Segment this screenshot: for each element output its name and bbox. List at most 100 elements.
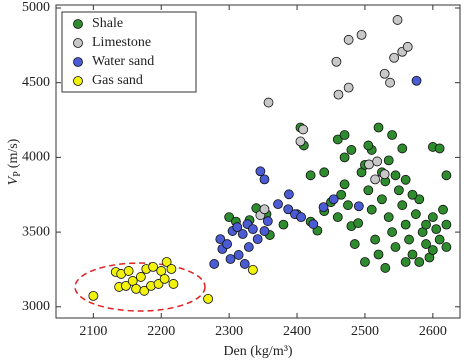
point xyxy=(407,189,418,200)
point xyxy=(385,77,395,88)
point xyxy=(332,134,343,145)
point xyxy=(397,143,408,154)
legend-marker xyxy=(73,57,83,67)
point xyxy=(248,264,258,275)
point xyxy=(379,169,390,180)
point xyxy=(259,174,270,185)
point xyxy=(427,245,438,255)
point xyxy=(343,34,354,45)
point xyxy=(349,239,360,249)
y-tick-label: 5000 xyxy=(22,0,50,15)
point xyxy=(379,68,390,79)
point xyxy=(339,130,350,140)
point xyxy=(353,218,364,229)
point xyxy=(343,200,353,211)
point xyxy=(441,219,452,230)
point xyxy=(298,124,309,135)
point xyxy=(383,155,394,166)
point xyxy=(414,257,425,267)
point xyxy=(224,212,235,223)
point xyxy=(123,266,134,276)
x-tick-label: 2600 xyxy=(419,324,447,339)
x-tick-label: 2400 xyxy=(283,324,311,339)
point xyxy=(410,209,421,220)
x-axis-label: Den (kg/m³) xyxy=(223,344,292,359)
point xyxy=(209,259,220,269)
y-axis-label: VP (m/s) xyxy=(6,138,23,185)
legend-marker xyxy=(73,19,83,29)
point xyxy=(387,227,398,237)
point xyxy=(421,239,431,249)
point xyxy=(373,122,384,133)
point xyxy=(203,293,213,304)
point xyxy=(255,166,266,177)
point xyxy=(427,212,438,223)
point xyxy=(237,229,248,239)
point xyxy=(331,56,342,67)
point xyxy=(263,97,274,108)
point xyxy=(346,145,357,155)
point xyxy=(370,174,381,185)
point xyxy=(380,263,391,273)
point xyxy=(363,140,374,151)
x-tick-label: 2100 xyxy=(79,324,107,339)
point xyxy=(339,179,350,190)
point xyxy=(434,234,445,245)
legend-marker xyxy=(73,38,83,48)
point xyxy=(360,257,370,267)
point xyxy=(390,242,401,252)
point xyxy=(308,219,319,230)
x-tick-label: 2500 xyxy=(351,324,379,339)
point xyxy=(239,259,250,269)
point xyxy=(332,212,343,223)
point xyxy=(397,200,408,211)
point xyxy=(259,226,270,236)
point xyxy=(283,189,294,200)
point xyxy=(121,280,131,291)
point xyxy=(283,204,294,215)
point xyxy=(333,89,344,100)
point xyxy=(400,219,411,230)
point xyxy=(131,283,142,294)
point xyxy=(343,82,354,93)
point xyxy=(273,199,283,210)
point xyxy=(441,242,452,252)
point xyxy=(295,136,306,147)
point xyxy=(353,201,364,212)
x-tick-label: 2200 xyxy=(147,324,175,339)
point xyxy=(372,156,383,167)
point xyxy=(319,167,330,178)
point xyxy=(161,257,172,267)
point xyxy=(166,264,177,274)
point xyxy=(356,29,367,40)
point xyxy=(336,189,347,200)
y-tick-label: 4000 xyxy=(22,150,50,165)
legend-label: Shale xyxy=(92,16,123,31)
point xyxy=(407,249,418,260)
point xyxy=(441,170,452,181)
point xyxy=(400,174,411,185)
point xyxy=(296,212,307,223)
point xyxy=(243,242,254,252)
point xyxy=(363,185,374,196)
point xyxy=(402,41,413,52)
point xyxy=(364,159,374,170)
point xyxy=(168,279,179,289)
point xyxy=(248,224,258,235)
y-tick-label: 4500 xyxy=(22,75,50,90)
point xyxy=(135,272,146,282)
point xyxy=(262,216,273,227)
point xyxy=(370,234,381,245)
point xyxy=(159,273,170,284)
point xyxy=(387,130,398,140)
legend-marker xyxy=(73,76,83,86)
point xyxy=(233,250,244,260)
point xyxy=(318,202,329,213)
point xyxy=(392,15,403,25)
legend-box xyxy=(61,11,197,93)
point xyxy=(383,212,394,223)
plot-frame xyxy=(55,4,461,319)
point xyxy=(431,224,442,235)
x-tick-label: 2300 xyxy=(215,324,243,339)
